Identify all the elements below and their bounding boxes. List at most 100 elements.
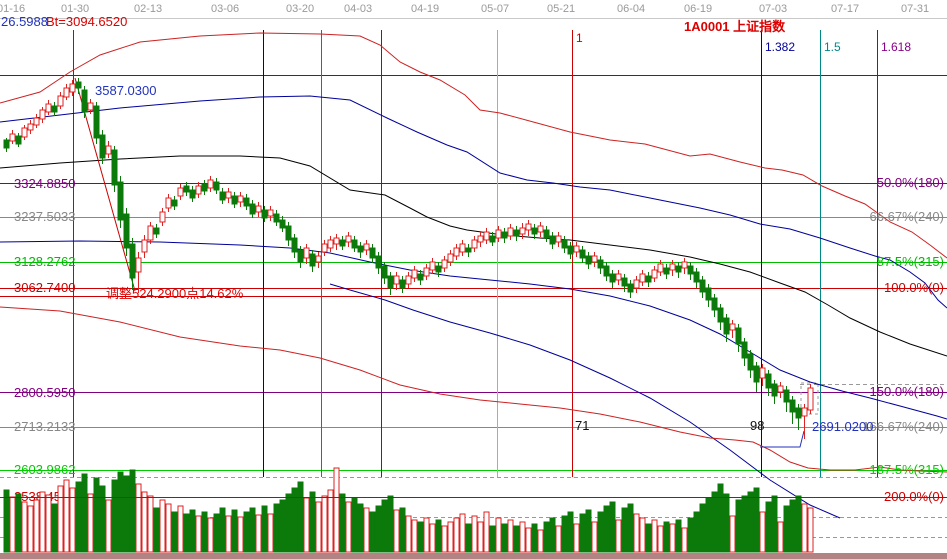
candle-body[interactable] bbox=[525, 223, 532, 231]
candle-body[interactable] bbox=[555, 235, 562, 243]
volume-bar[interactable] bbox=[369, 511, 376, 553]
volume-bar[interactable] bbox=[27, 505, 34, 553]
volume-bar[interactable] bbox=[63, 479, 70, 553]
candle-body[interactable] bbox=[621, 277, 628, 287]
candle-body[interactable] bbox=[231, 195, 238, 205]
date-axis-label[interactable]: 01-30 bbox=[61, 3, 90, 15]
volume-bar[interactable] bbox=[459, 513, 466, 553]
candle-body[interactable] bbox=[693, 271, 700, 283]
candle-body[interactable] bbox=[291, 237, 298, 253]
volume-bar[interactable] bbox=[165, 503, 172, 553]
volume-bar[interactable] bbox=[177, 505, 184, 553]
volume-bar[interactable] bbox=[669, 523, 676, 553]
candle-body[interactable] bbox=[519, 227, 526, 235]
candle-body[interactable] bbox=[345, 235, 352, 243]
candle-body[interactable] bbox=[327, 239, 334, 249]
volume-bar[interactable] bbox=[723, 493, 730, 553]
candle-body[interactable] bbox=[105, 145, 112, 155]
candle-body[interactable] bbox=[195, 185, 202, 195]
volume-bar[interactable] bbox=[75, 481, 82, 553]
candle-body[interactable] bbox=[369, 247, 376, 259]
candle-body[interactable] bbox=[207, 179, 214, 189]
volume-bar[interactable] bbox=[435, 519, 442, 553]
candle-body[interactable] bbox=[633, 279, 640, 289]
candle-body[interactable] bbox=[729, 323, 736, 331]
volume-bar[interactable] bbox=[381, 499, 388, 553]
candle-body[interactable] bbox=[681, 261, 688, 269]
volume-bar[interactable] bbox=[405, 515, 412, 553]
volume-bar[interactable] bbox=[663, 521, 670, 553]
candle-body[interactable] bbox=[87, 102, 94, 111]
volume-bar[interactable] bbox=[681, 527, 688, 553]
volume-bar[interactable] bbox=[609, 501, 616, 553]
fib-time-label-1[interactable]: 1 bbox=[576, 31, 583, 45]
candle-body[interactable] bbox=[363, 243, 370, 251]
volume-bar[interactable] bbox=[513, 525, 520, 553]
volume-bar[interactable] bbox=[219, 507, 226, 553]
date-axis-label[interactable]: 04-19 bbox=[411, 3, 440, 15]
candle-body[interactable] bbox=[387, 275, 394, 289]
candle-body[interactable] bbox=[663, 267, 670, 275]
candle-body[interactable] bbox=[171, 199, 178, 207]
candle-body[interactable] bbox=[771, 383, 778, 397]
volume-bar[interactable] bbox=[351, 497, 358, 553]
volume-bar[interactable] bbox=[81, 473, 88, 553]
volume-bar[interactable] bbox=[573, 523, 580, 553]
volume-bar[interactable] bbox=[483, 511, 490, 553]
date-axis-label[interactable]: 07-17 bbox=[831, 3, 860, 15]
candle-body[interactable] bbox=[219, 191, 226, 201]
volume-bar[interactable] bbox=[525, 527, 532, 553]
candle-body[interactable] bbox=[21, 127, 28, 138]
volume-bar[interactable] bbox=[627, 503, 634, 553]
volume-bar[interactable] bbox=[105, 499, 112, 553]
volume-bar[interactable] bbox=[507, 519, 514, 553]
volume-bar[interactable] bbox=[795, 495, 802, 553]
date-axis-label[interactable]: 04-03 bbox=[344, 3, 373, 15]
candle-body[interactable] bbox=[753, 365, 760, 383]
candle-body[interactable] bbox=[549, 235, 556, 245]
candle-body[interactable] bbox=[99, 134, 106, 159]
volume-bar[interactable] bbox=[771, 495, 778, 553]
candle-body[interactable] bbox=[267, 209, 274, 217]
volume-bar[interactable] bbox=[591, 521, 598, 553]
volume-bar[interactable] bbox=[273, 503, 280, 553]
candle-body[interactable] bbox=[303, 247, 310, 259]
volume-bar[interactable] bbox=[135, 483, 142, 553]
volume-bar[interactable] bbox=[393, 509, 400, 553]
volume-bar[interactable] bbox=[411, 519, 418, 553]
candle-body[interactable] bbox=[399, 279, 406, 289]
candle-body[interactable] bbox=[765, 373, 772, 389]
candle-body[interactable] bbox=[285, 225, 292, 241]
volume-bar[interactable] bbox=[231, 509, 238, 553]
volume-bar[interactable] bbox=[585, 509, 592, 553]
candle-body[interactable] bbox=[483, 231, 490, 241]
volume-bar[interactable] bbox=[519, 521, 526, 553]
volume-bar[interactable] bbox=[279, 499, 286, 553]
candle-body[interactable] bbox=[81, 89, 88, 113]
volume-bar[interactable] bbox=[675, 519, 682, 553]
volume-bar[interactable] bbox=[465, 523, 472, 553]
candle-body[interactable] bbox=[465, 247, 472, 253]
instrument-title[interactable]: 1A0001 上证指数 bbox=[684, 19, 786, 34]
date-axis-label[interactable]: 07-31 bbox=[901, 3, 930, 15]
volume-bar[interactable] bbox=[765, 501, 772, 553]
candle-body[interactable] bbox=[201, 183, 208, 192]
candle-body[interactable] bbox=[711, 297, 718, 311]
candle-body[interactable] bbox=[57, 95, 64, 107]
candle-body[interactable] bbox=[141, 239, 148, 253]
volume-bar[interactable] bbox=[801, 503, 808, 553]
volume-bar[interactable] bbox=[729, 515, 736, 553]
volume-bar[interactable] bbox=[171, 511, 178, 553]
volume-bar[interactable] bbox=[693, 511, 700, 553]
volume-bar[interactable] bbox=[201, 511, 208, 553]
candle-body[interactable] bbox=[243, 197, 250, 207]
candle-body[interactable] bbox=[429, 261, 436, 271]
candle-body[interactable] bbox=[351, 239, 358, 249]
volume-bar[interactable] bbox=[33, 499, 40, 553]
volume-bar[interactable] bbox=[807, 507, 814, 553]
candle-body[interactable] bbox=[489, 235, 496, 243]
candle-body[interactable] bbox=[183, 185, 190, 193]
candle-body[interactable] bbox=[63, 87, 70, 98]
volume-bar[interactable] bbox=[399, 507, 406, 553]
candle-body[interactable] bbox=[531, 227, 538, 235]
